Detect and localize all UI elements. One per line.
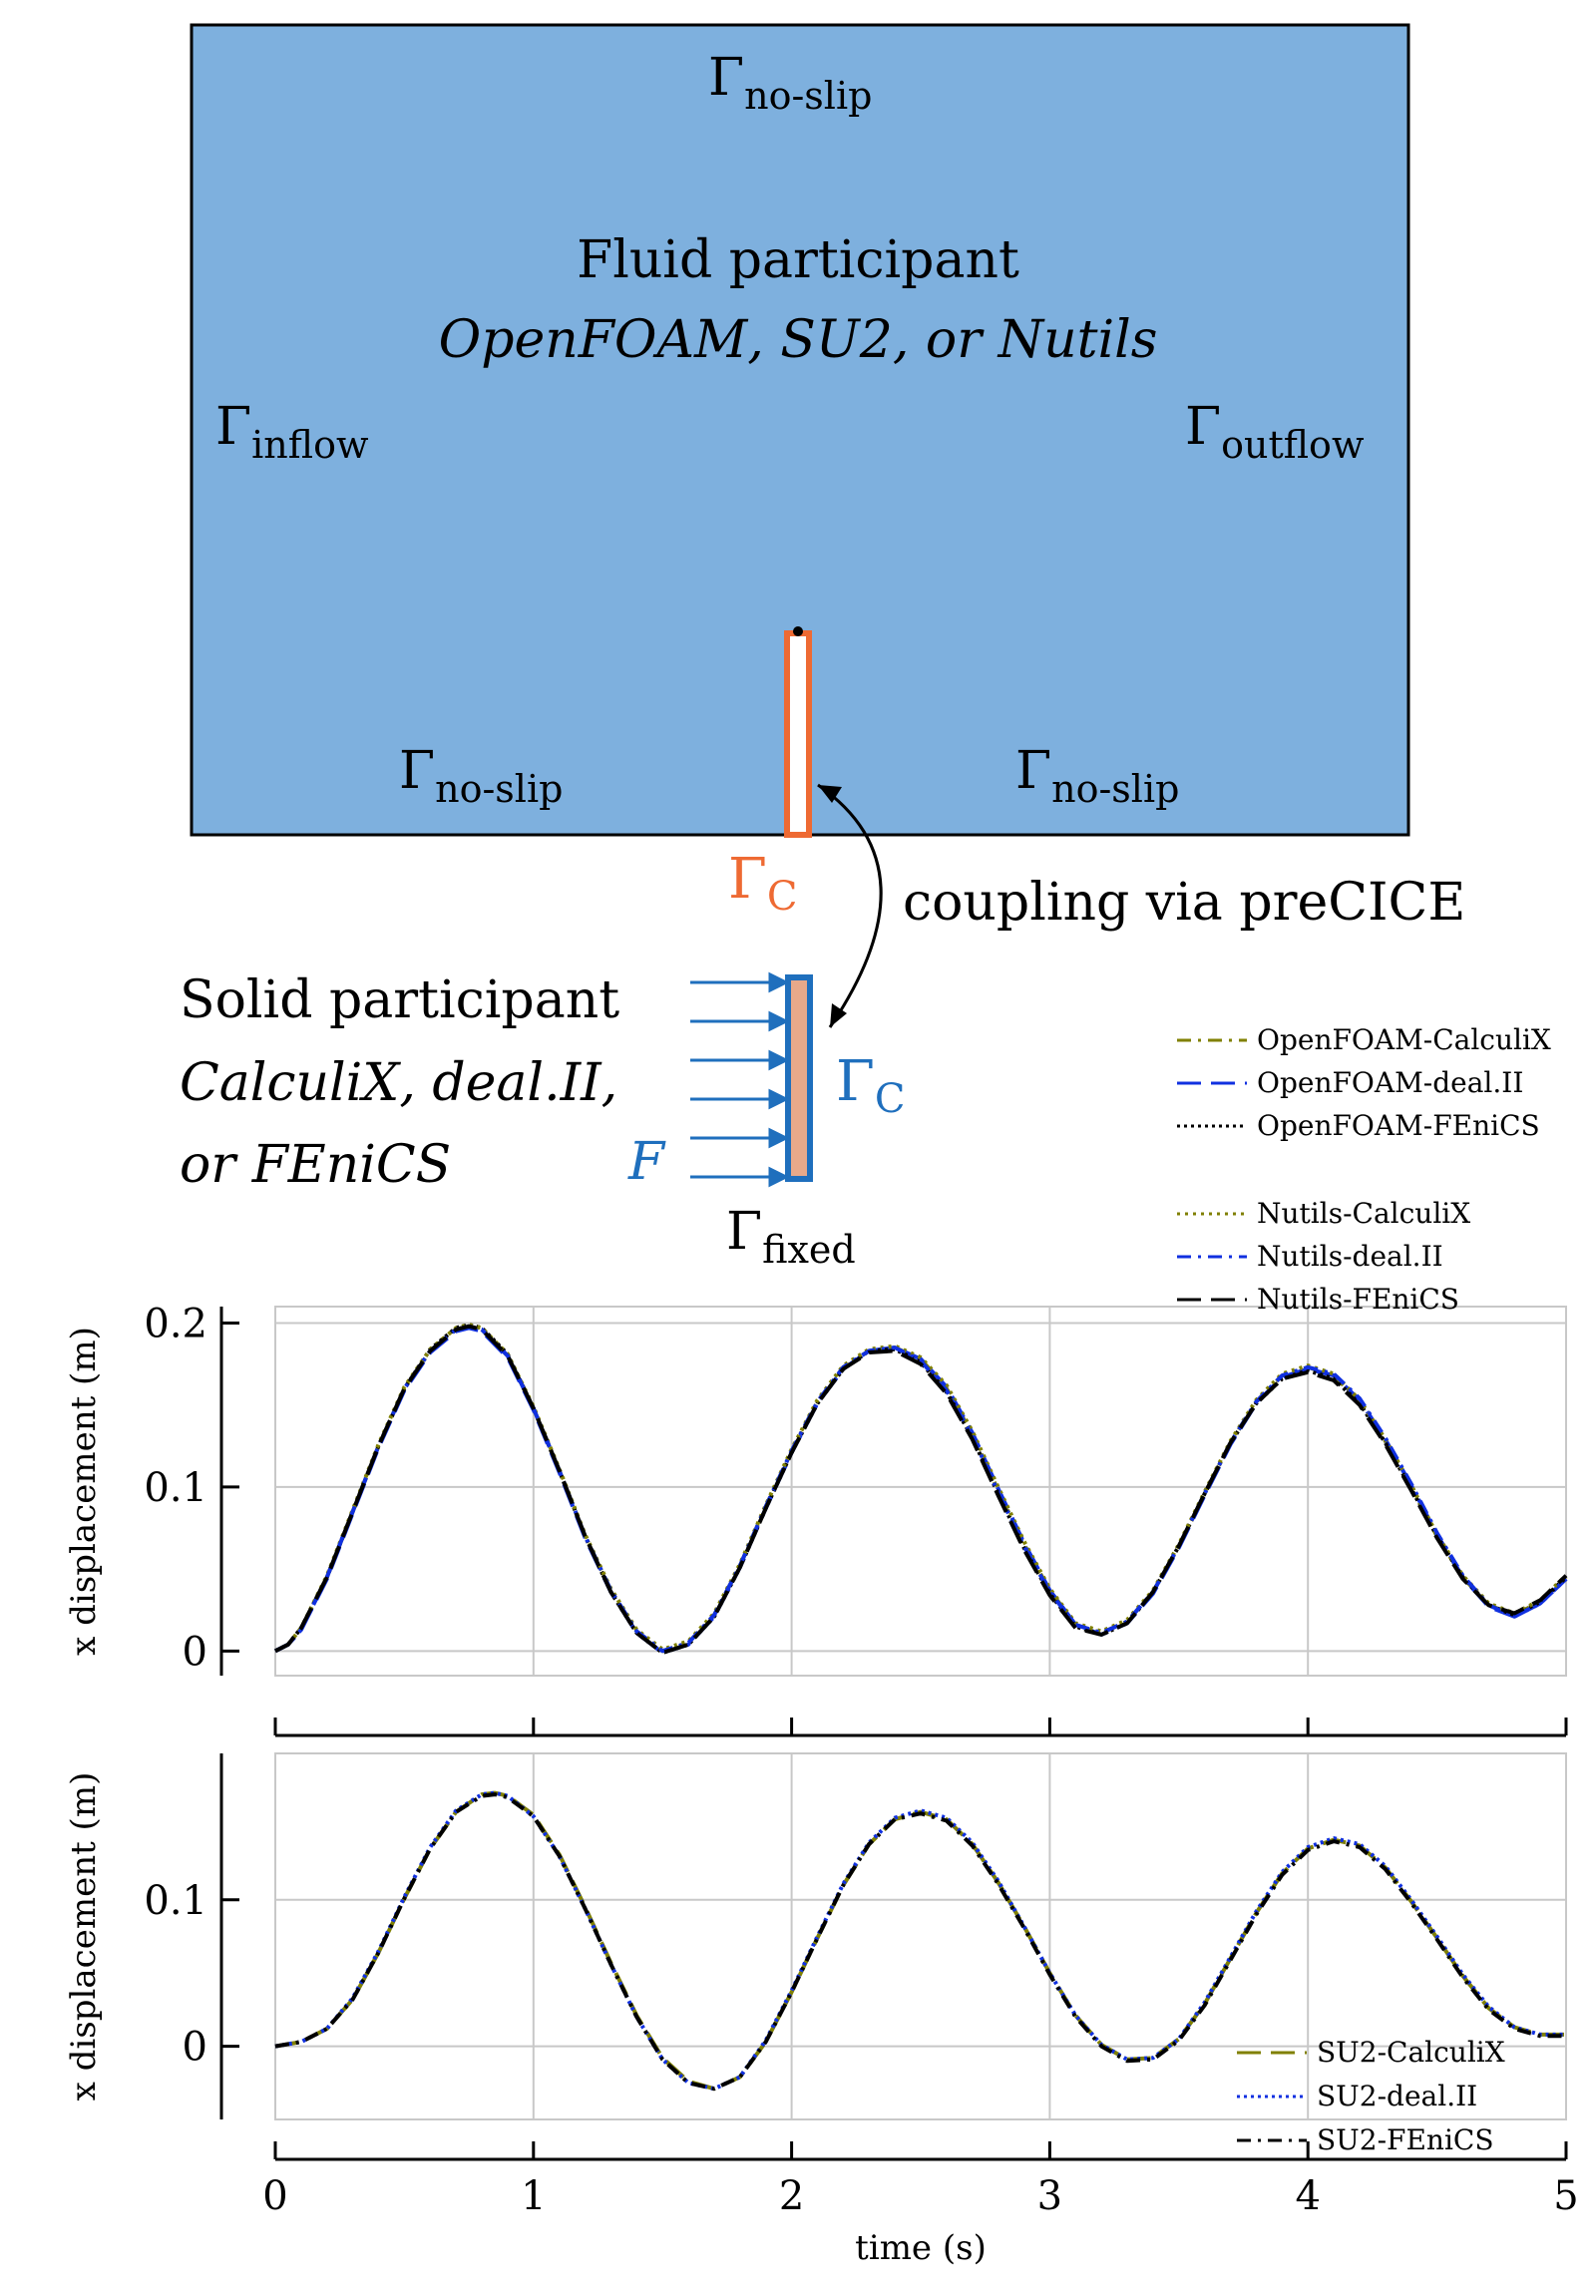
c2-legend-label-2: SU2-FEniCS — [1317, 2123, 1494, 2156]
c1-series-line-0 — [274, 1324, 1568, 1654]
fluid-interface-label: ΓC — [728, 847, 797, 920]
c2-x-axis-label: time (s) — [855, 2228, 987, 2268]
c2-legend-label-1: SU2-deal.II — [1317, 2080, 1477, 2112]
c2-x-tick-label-2: 2 — [779, 2173, 804, 2219]
c2-x-tick-label-5: 5 — [1553, 2173, 1578, 2219]
c1-legend-label-4: Nutils-deal.II — [1257, 1240, 1443, 1273]
solid-solvers-line2: or FEniCS — [180, 1135, 451, 1195]
solid-interface-label: ΓC — [836, 1049, 905, 1122]
flap-tip-marker — [793, 626, 803, 636]
boundary-outflow: Γoutflow — [1185, 397, 1365, 467]
c1-series-line-2 — [274, 1323, 1568, 1655]
c2-legend-label-0: SU2-CalculiX — [1317, 2036, 1505, 2069]
c2-x-tick-label-0: 0 — [262, 2173, 287, 2219]
c1-y-tick-label-0.2: 0.2 — [144, 1301, 207, 1346]
c1-legend-label-5: Nutils-FEniCS — [1257, 1283, 1459, 1316]
boundary-bottom-left-no-slip: Γno-slip — [399, 741, 563, 811]
c2-x-tick-label-4: 4 — [1295, 2173, 1320, 2219]
c1-legend-label-0: OpenFOAM-CalculiX — [1257, 1023, 1551, 1056]
fluid-interface-flap — [784, 630, 812, 838]
c1-y-tick-label-0: 0 — [183, 1629, 207, 1675]
solid-flap-body — [785, 974, 813, 1182]
coupling-arrow — [817, 783, 883, 1028]
c2-y-tick-label-0.1: 0.1 — [144, 1878, 207, 1924]
c1-series-line-5 — [274, 1324, 1568, 1655]
coupling-label: coupling via preCICE — [903, 873, 1465, 933]
fluid-solvers: OpenFOAM, SU2, or Nutils — [439, 310, 1158, 370]
c1-y-axis-label: x displacement (m) — [64, 1327, 104, 1656]
solid-flap — [690, 971, 813, 1188]
c2-x-tick-label-3: 3 — [1037, 2173, 1062, 2219]
solid-solvers-line1: CalculiX, deal.II, — [180, 1053, 617, 1113]
fluid-domain: Γno-slip Fluid participant OpenFOAM, SU2… — [190, 23, 1410, 838]
chart-bottom: 0 0.1 x displacement (m) 0 1 2 3 4 5 time (s) — [64, 1752, 1579, 2268]
c1-series-line-1 — [274, 1326, 1568, 1655]
c2-series-line-2 — [274, 1792, 1566, 2092]
force-arrows — [690, 971, 790, 1188]
fluid-title: Fluid participant — [577, 230, 1019, 290]
boundary-fixed: Γfixed — [726, 1202, 856, 1272]
boundary-inflow: Γinflow — [215, 397, 369, 467]
boundary-bottom-right-no-slip: Γno-slip — [1015, 741, 1179, 811]
legend-top: OpenFOAM-CalculiX OpenFOAM-deal.II OpenFOA… — [1177, 1023, 1551, 1316]
c2-x-tick-label-1: 1 — [521, 2173, 546, 2219]
chart-top: 0 0.1 0.2 x displacement (m) — [64, 1301, 1568, 1737]
c2-y-axis-label: x displacement (m) — [64, 1772, 104, 2102]
c1-legend-label-1: OpenFOAM-deal.II — [1257, 1066, 1523, 1099]
legend-bottom: SU2-CalculiX SU2-deal.II SU2-FEniCS — [1237, 2036, 1505, 2156]
solid-title: Solid participant — [180, 970, 619, 1030]
boundary-top-no-slip: Γno-slip — [708, 48, 872, 118]
c1-series-line-4 — [274, 1324, 1568, 1654]
c1-legend-label-2: OpenFOAM-FEniCS — [1257, 1109, 1540, 1142]
c1-y-tick-label-0.1: 0.1 — [144, 1465, 207, 1511]
c1-legend-label-3: Nutils-CalculiX — [1257, 1197, 1470, 1230]
force-label: F — [627, 1132, 666, 1192]
c2-y-tick-label-0: 0 — [183, 2025, 207, 2071]
